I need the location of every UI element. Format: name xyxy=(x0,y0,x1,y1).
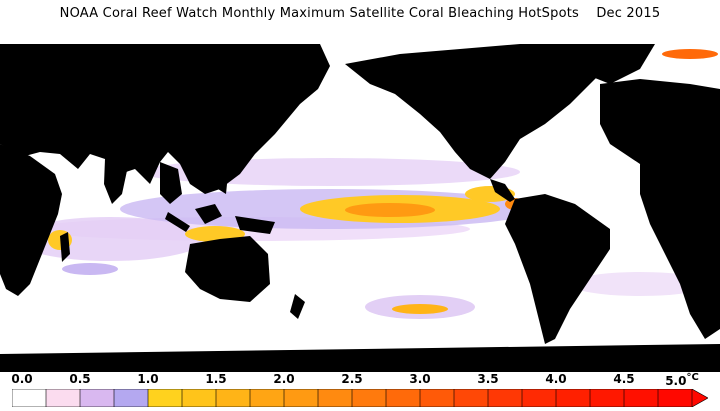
colorbar-cell xyxy=(181,389,217,407)
colorbar-unit: °C xyxy=(686,372,699,383)
colorbar-cell xyxy=(351,389,387,407)
landmass-madagascar xyxy=(60,232,70,262)
hotspot-south-pacific-core xyxy=(392,304,448,314)
colorbar-cell xyxy=(419,389,455,407)
landmass-southeast-asia xyxy=(160,162,182,204)
landmass-africa-east xyxy=(640,164,720,339)
colorbar-cell xyxy=(45,389,81,407)
colorbar-cell xyxy=(215,389,251,407)
colorbar-cell xyxy=(623,389,659,407)
colorbar-cell xyxy=(249,389,285,407)
colorbar-cell xyxy=(283,389,319,407)
land-layer xyxy=(0,44,720,372)
landmass-eurasia xyxy=(0,44,330,194)
colorbar-cell xyxy=(113,389,149,407)
colorbar-legend: 0.0 0.5 1.0 1.5 2.0 2.5 3.0 3.5 4.0 4.5 5.0°C xyxy=(0,372,720,411)
landmass-borneo xyxy=(195,204,222,224)
colorbar-tick-label: 0.0 xyxy=(11,372,33,386)
colorbar-tick-label: 2.5 xyxy=(341,372,363,386)
colorbar-cell xyxy=(555,389,591,407)
colorbar-cell xyxy=(589,389,625,407)
colorbar-tick-label: 5.0°C xyxy=(665,372,699,388)
colorbar-tick-label: 3.0 xyxy=(409,372,431,386)
landmass-sumatra xyxy=(165,212,190,232)
colorbar-cell xyxy=(453,389,489,407)
colorbar-cell xyxy=(385,389,421,407)
colorbar-cell xyxy=(487,389,523,407)
colorbar-tick-label: 4.0 xyxy=(545,372,567,386)
map-title: NOAA Coral Reef Watch Monthly Maximum Sa… xyxy=(59,6,661,21)
hotspot-layer xyxy=(3,49,718,364)
colorbar-cell xyxy=(79,389,115,407)
colorbar-cell xyxy=(12,389,47,407)
landmass-antarctica xyxy=(0,344,720,372)
landmass-australia xyxy=(185,236,270,302)
landmass-philippines xyxy=(218,172,228,194)
hotspot-equatorial-core xyxy=(345,203,435,217)
hotspot-arctic-east xyxy=(662,49,718,59)
landmass-new-guinea xyxy=(235,216,275,234)
landmass-greenland xyxy=(560,44,655,84)
colorbar xyxy=(12,389,708,407)
colorbar-tick-label: 3.5 xyxy=(477,372,499,386)
colorbar-tick-label: 2.0 xyxy=(273,372,295,386)
colorbar-tick-label: 0.5 xyxy=(69,372,91,386)
hotspot-atlantic-south xyxy=(570,272,710,296)
landmass-africa xyxy=(0,144,62,296)
colorbar-tick-label: 4.5 xyxy=(613,372,635,386)
colorbar-tick-label: 1.0 xyxy=(137,372,159,386)
colorbar-cell xyxy=(317,389,353,407)
hotspot-indian-south xyxy=(62,263,118,275)
colorbar-arrow xyxy=(691,389,708,407)
landmass-new-zealand xyxy=(290,294,305,319)
landmass-central-america xyxy=(490,179,515,202)
colorbar-cell xyxy=(657,389,693,407)
colorbar-cells xyxy=(12,389,693,407)
colorbar-cell xyxy=(147,389,183,407)
landmass-north-america xyxy=(345,44,620,179)
colorbar-cell xyxy=(521,389,557,407)
landmass-india-peninsula xyxy=(104,159,128,204)
landmass-japan xyxy=(240,132,252,156)
landmass-south-america xyxy=(505,194,610,344)
world-map xyxy=(0,44,720,372)
colorbar-tick-label: 1.5 xyxy=(205,372,227,386)
